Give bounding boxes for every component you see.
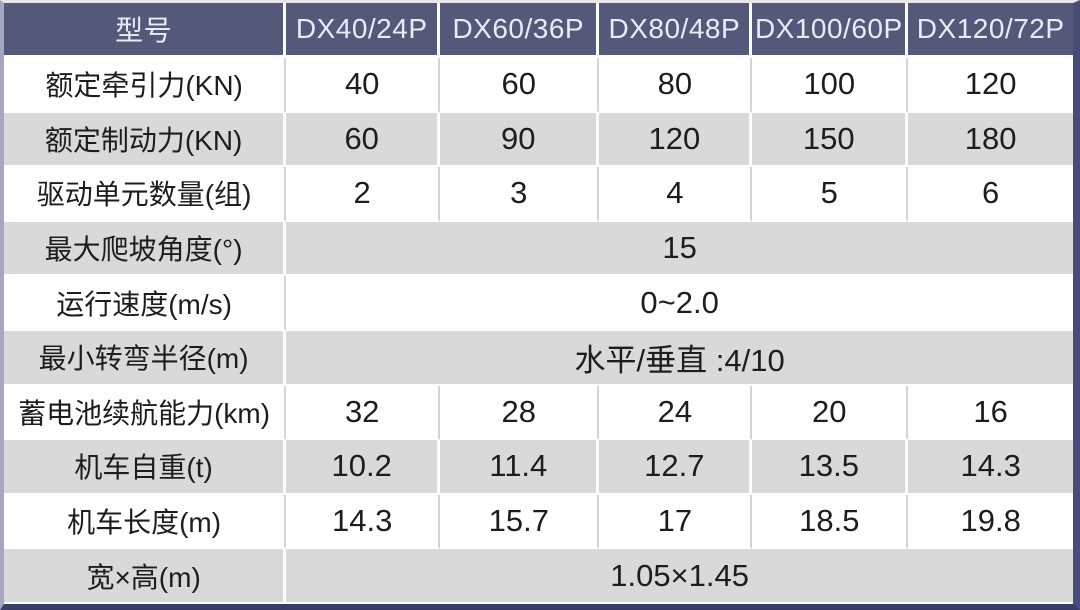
cell-value: 180 <box>908 112 1073 168</box>
cell-value: 4 <box>599 167 753 222</box>
cell-value: 18.5 <box>752 494 909 550</box>
cell-span-value: 水平/垂直 :4/10 <box>286 330 1073 386</box>
cell-value: 90 <box>440 112 600 168</box>
cell-value: 24 <box>599 385 753 441</box>
table-row: 最小转弯半径(m) 水平/垂直 :4/10 <box>4 330 1073 386</box>
header-model-2: DX80/48P <box>599 3 753 58</box>
header-model-3: DX100/60P <box>752 3 909 58</box>
row-label: 蓄电池续航能力(km) <box>4 385 287 441</box>
cell-span-value: 0~2.0 <box>286 276 1073 331</box>
row-label: 额定制动力(KN) <box>4 112 287 168</box>
cell-value: 20 <box>752 385 909 441</box>
table-row: 运行速度(m/s) 0~2.0 <box>4 276 1073 331</box>
row-label: 最大爬坡角度(°) <box>4 221 287 277</box>
cell-span-value: 15 <box>286 221 1073 277</box>
row-label: 机车长度(m) <box>4 494 287 550</box>
cell-value: 150 <box>752 112 909 168</box>
cell-value: 40 <box>286 58 441 113</box>
header-model-1: DX60/36P <box>440 3 600 58</box>
table-row: 机车长度(m) 14.3 15.7 17 18.5 19.8 <box>4 494 1073 550</box>
cell-value: 28 <box>440 385 600 441</box>
cell-value: 10.2 <box>286 440 441 495</box>
cell-value: 60 <box>440 58 600 113</box>
cell-value: 6 <box>908 167 1073 222</box>
table-header-row: 型号 DX40/24P DX60/36P DX80/48P DX100/60P DX120… <box>4 3 1073 58</box>
cell-value: 80 <box>599 58 753 113</box>
cell-value: 3 <box>440 167 600 222</box>
table-row: 宽×高(m) 1.05×1.45 <box>4 549 1073 604</box>
cell-value: 17 <box>599 494 753 550</box>
cell-value: 32 <box>286 385 441 441</box>
cell-value: 13.5 <box>752 440 909 495</box>
row-label: 机车自重(t) <box>4 440 287 495</box>
table-row: 额定制动力(KN) 60 90 120 150 180 <box>4 112 1073 168</box>
row-label: 额定牵引力(KN) <box>4 58 287 113</box>
cell-value: 120 <box>908 58 1073 113</box>
cell-value: 11.4 <box>440 440 600 495</box>
row-label: 运行速度(m/s) <box>4 276 287 331</box>
cell-value: 100 <box>752 58 909 113</box>
cell-value: 5 <box>752 167 909 222</box>
cell-value: 60 <box>286 112 441 168</box>
cell-value: 12.7 <box>599 440 753 495</box>
header-model-label: 型号 <box>4 3 287 58</box>
cell-span-value: 1.05×1.45 <box>286 549 1073 604</box>
table-row: 机车自重(t) 10.2 11.4 12.7 13.5 14.3 <box>4 440 1073 495</box>
row-label: 最小转弯半径(m) <box>4 330 287 386</box>
cell-value: 2 <box>286 167 441 222</box>
cell-value: 19.8 <box>908 494 1073 550</box>
header-model-0: DX40/24P <box>286 3 441 58</box>
row-label: 驱动单元数量(组) <box>4 167 287 222</box>
table-row: 蓄电池续航能力(km) 32 28 24 20 16 <box>4 385 1073 441</box>
header-model-4: DX120/72P <box>908 3 1073 58</box>
cell-value: 120 <box>599 112 753 168</box>
cell-value: 14.3 <box>286 494 441 550</box>
cell-value: 16 <box>908 385 1073 441</box>
table-row: 驱动单元数量(组) 2 3 4 5 6 <box>4 167 1073 222</box>
locomotive-spec-table: 型号 DX40/24P DX60/36P DX80/48P DX100/60P DX120… <box>4 3 1073 604</box>
cell-value: 15.7 <box>440 494 600 550</box>
table-row: 最大爬坡角度(°) 15 <box>4 221 1073 277</box>
table-row: 额定牵引力(KN) 40 60 80 100 120 <box>4 58 1073 113</box>
cell-value: 14.3 <box>908 440 1073 495</box>
row-label: 宽×高(m) <box>4 549 287 604</box>
